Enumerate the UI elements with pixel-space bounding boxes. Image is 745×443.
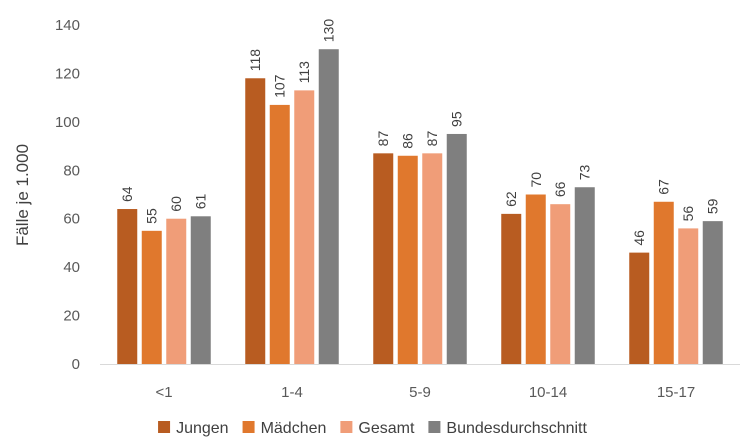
data-label: 95 <box>449 111 465 127</box>
bar <box>373 153 394 364</box>
bar <box>422 153 443 364</box>
bar <box>678 228 699 364</box>
y-tick-label: 20 <box>63 308 80 325</box>
bars: 64 55 60 61 118 107 113 130 87 86 87 95 62 70 66 73 46 67… <box>117 19 723 365</box>
bar <box>318 49 339 364</box>
bar <box>501 213 522 364</box>
y-tick-label: 120 <box>55 65 80 82</box>
bar <box>397 155 418 364</box>
bar <box>702 221 723 364</box>
legend-swatch <box>242 421 255 433</box>
y-tick-label: 140 <box>55 17 80 34</box>
bar <box>550 204 571 364</box>
legend-label: Gesamt <box>358 420 415 437</box>
legend-swatch <box>158 421 171 433</box>
legend-label: Mädchen <box>261 420 327 437</box>
bar <box>525 194 546 364</box>
x-tick-label: 1-4 <box>281 384 303 401</box>
y-tick-label: 0 <box>72 356 80 373</box>
legend-label: Jungen <box>176 420 229 437</box>
legend-swatch <box>340 421 353 433</box>
data-label: 66 <box>552 181 568 197</box>
x-tick-label: 10-14 <box>529 384 567 401</box>
data-label: 55 <box>144 208 160 224</box>
data-label: 67 <box>656 179 672 195</box>
data-label: 59 <box>705 198 721 214</box>
data-label: 62 <box>503 191 519 207</box>
bar <box>294 90 315 364</box>
data-label: 130 <box>321 19 337 43</box>
data-label: 70 <box>528 172 544 188</box>
data-label: 87 <box>424 131 440 147</box>
bar <box>653 201 674 364</box>
bar <box>269 104 290 365</box>
data-label: 86 <box>400 133 416 149</box>
data-label: 56 <box>680 206 696 222</box>
legend-swatch <box>428 421 441 433</box>
x-tick-label: 15-17 <box>657 384 695 401</box>
data-label: 107 <box>272 74 288 98</box>
x-tick-label: 5-9 <box>409 384 431 401</box>
legend: Jungen Mädchen Gesamt Bundesdurchschnitt <box>158 420 587 437</box>
y-tick-label: 40 <box>63 259 80 276</box>
x-axis-ticks: <1 1-4 5-9 10-14 15-17 <box>155 384 695 401</box>
bar <box>190 216 211 364</box>
data-label: 113 <box>296 61 312 84</box>
legend-label: Bundesdurchschnitt <box>446 420 587 437</box>
bar <box>245 78 266 365</box>
data-label: 73 <box>577 164 593 180</box>
data-label: 118 <box>247 49 263 72</box>
data-label: 60 <box>168 196 184 212</box>
bar <box>629 252 650 364</box>
bar <box>166 218 187 364</box>
bar <box>117 209 138 364</box>
data-label: 87 <box>375 131 391 147</box>
data-label: 64 <box>119 186 135 202</box>
y-axis-title: Fälle je 1.000 <box>13 144 32 246</box>
x-tick-label: <1 <box>155 384 172 401</box>
data-label: 46 <box>631 230 647 246</box>
data-label: 61 <box>193 194 209 210</box>
y-tick-label: 60 <box>63 211 80 228</box>
bar <box>446 133 467 364</box>
y-tick-label: 80 <box>63 162 80 179</box>
bar <box>574 187 595 364</box>
y-axis-ticks: 0 20 40 60 80 100 120 140 <box>55 17 80 373</box>
bar <box>141 230 162 364</box>
y-tick-label: 100 <box>55 114 80 131</box>
